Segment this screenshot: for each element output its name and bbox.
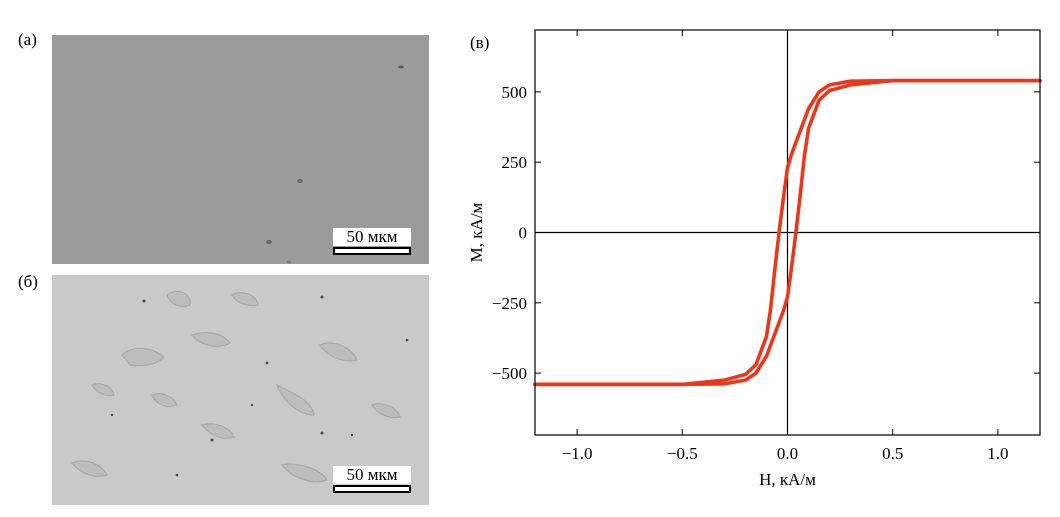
y-tick-label: 0: [519, 224, 528, 243]
scale-bar-b-label: 50 мкм: [333, 466, 411, 484]
scale-bar-b-line: [333, 485, 411, 493]
x-axis-label: H, кА/м: [759, 470, 816, 489]
panel-label-c: (в): [470, 33, 490, 52]
scale-bar-b: 50 мкм: [333, 466, 411, 493]
scale-bar-a-label: 50 мкм: [333, 228, 411, 246]
x-tick-label: −0.5: [667, 444, 698, 463]
scale-bar-a-line: [333, 247, 411, 255]
x-tick-label: 1.0: [987, 444, 1008, 463]
series-line-1: [533, 78, 1042, 387]
y-tick-label: −250: [492, 294, 527, 313]
series-line-2: [533, 78, 1042, 387]
x-tick-label: −1.0: [562, 444, 593, 463]
y-tick-label: 500: [502, 83, 528, 102]
plot-frame: [534, 29, 1041, 436]
micrograph-a-image: [52, 35, 429, 264]
hysteresis-chart: −1.0 −0.5 0.0 0.5 1.0 −500 −250 0 250 500 H, кА/м…: [467, 29, 1042, 489]
y-tick-label: 250: [502, 153, 528, 172]
micrograph-a: [52, 35, 429, 264]
y-axis-label: M, кА/м: [467, 202, 486, 262]
x-tick-label: 0.5: [882, 444, 903, 463]
panel-label-a: (а): [18, 30, 37, 49]
x-tick-label: 0.0: [777, 444, 798, 463]
panel-label-b: (б): [18, 272, 38, 291]
scale-bar-a: 50 мкм: [333, 228, 411, 255]
y-tick-label: −500: [492, 364, 527, 383]
